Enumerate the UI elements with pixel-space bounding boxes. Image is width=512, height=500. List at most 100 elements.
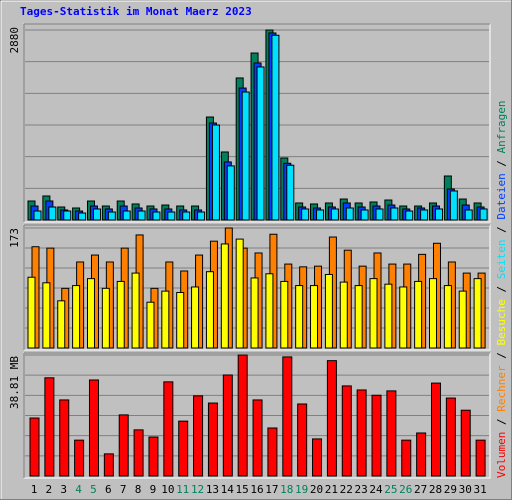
bar (473, 278, 482, 349)
bar (237, 354, 248, 477)
x-tick-label: 12 (191, 483, 204, 496)
bar (271, 34, 280, 221)
bar (414, 280, 423, 349)
chart-title: Tages-Statistik im Monat Maerz 2023 (20, 5, 252, 18)
bar (316, 209, 325, 221)
x-tick-label: 30 (459, 483, 472, 496)
legend-entry: Rechner (495, 365, 508, 412)
bar (295, 285, 304, 349)
legend-entry: Besuche (495, 299, 508, 345)
bar (27, 276, 36, 349)
bar (86, 278, 95, 349)
bar (92, 208, 101, 221)
bar (42, 282, 51, 349)
x-tick-label: 20 (310, 483, 323, 496)
bar (464, 209, 473, 221)
legend-separator: / (495, 153, 508, 173)
bar (182, 211, 191, 221)
x-tick-label: 26 (399, 483, 412, 496)
bar (458, 290, 467, 349)
bar (152, 211, 161, 221)
legend-entry: Dateien (495, 173, 508, 219)
bar (241, 91, 250, 221)
bar (44, 377, 55, 477)
x-tick-label: 5 (90, 483, 97, 496)
legend-separator: / (495, 279, 508, 299)
bar (330, 208, 339, 221)
x-tick-label: 28 (429, 483, 442, 496)
bar (103, 453, 114, 477)
bar (341, 385, 352, 477)
bar (88, 379, 99, 477)
bar (339, 281, 348, 349)
bar (310, 285, 319, 349)
bar (122, 210, 131, 221)
bar (312, 438, 323, 477)
bar (131, 272, 140, 349)
bar (176, 292, 185, 349)
bar (360, 209, 369, 221)
bar (479, 208, 488, 221)
x-tick-label: 6 (105, 483, 112, 496)
x-tick-label: 29 (444, 483, 457, 496)
bar (133, 429, 144, 477)
legend-entry: Seiten (495, 240, 508, 280)
x-tick-label: 8 (135, 483, 142, 496)
bar (163, 381, 174, 477)
x-tick-label: 31 (473, 483, 486, 496)
bar (107, 211, 116, 221)
bar (101, 287, 110, 349)
bar (354, 285, 363, 349)
legend-separator: / (495, 346, 508, 366)
bar (57, 300, 66, 349)
bar (324, 273, 333, 349)
x-tick-label: 11 (176, 483, 189, 496)
y-tick-label: 173 (8, 228, 21, 248)
x-tick-label: 19 (295, 483, 308, 496)
legend: Volumen / Rechner / Besuche / Seiten / D… (495, 100, 508, 478)
bar (226, 165, 235, 221)
bar (250, 277, 259, 349)
bar (33, 210, 42, 221)
x-tick-label: 9 (150, 483, 157, 496)
x-tick-label: 27 (414, 483, 427, 496)
y-tick-label: 2880 (8, 27, 21, 54)
bar (118, 414, 129, 477)
x-tick-label: 22 (340, 483, 353, 496)
legend-entry: Volumen (495, 432, 508, 478)
x-tick-label: 13 (206, 483, 219, 496)
bar (356, 389, 367, 477)
bar (235, 238, 244, 349)
bar (148, 436, 159, 477)
x-tick-label: 10 (161, 483, 174, 496)
bar (345, 207, 354, 221)
bar (59, 399, 70, 477)
bar (371, 394, 382, 477)
bar (445, 397, 456, 477)
bar (205, 271, 214, 349)
x-tick-label: 18 (280, 483, 293, 496)
legend-separator: / (495, 220, 508, 240)
bar (384, 283, 393, 349)
bar (267, 427, 278, 477)
x-tick-label: 23 (355, 483, 368, 496)
bar (449, 190, 458, 221)
bar (390, 207, 399, 221)
bar (460, 409, 471, 477)
bar (167, 211, 176, 221)
x-tick-label: 15 (236, 483, 249, 496)
bar (137, 210, 146, 221)
x-tick-label: 21 (325, 483, 338, 496)
bar (178, 420, 189, 477)
bar (116, 280, 125, 349)
bar (401, 439, 412, 477)
legend-entry: Anfragen (495, 100, 508, 153)
bar (416, 432, 427, 477)
bar (256, 66, 265, 221)
x-tick-label: 7 (120, 483, 127, 496)
x-tick-label: 25 (384, 483, 397, 496)
bar (369, 278, 378, 349)
bar (405, 210, 414, 221)
bar (191, 286, 200, 349)
